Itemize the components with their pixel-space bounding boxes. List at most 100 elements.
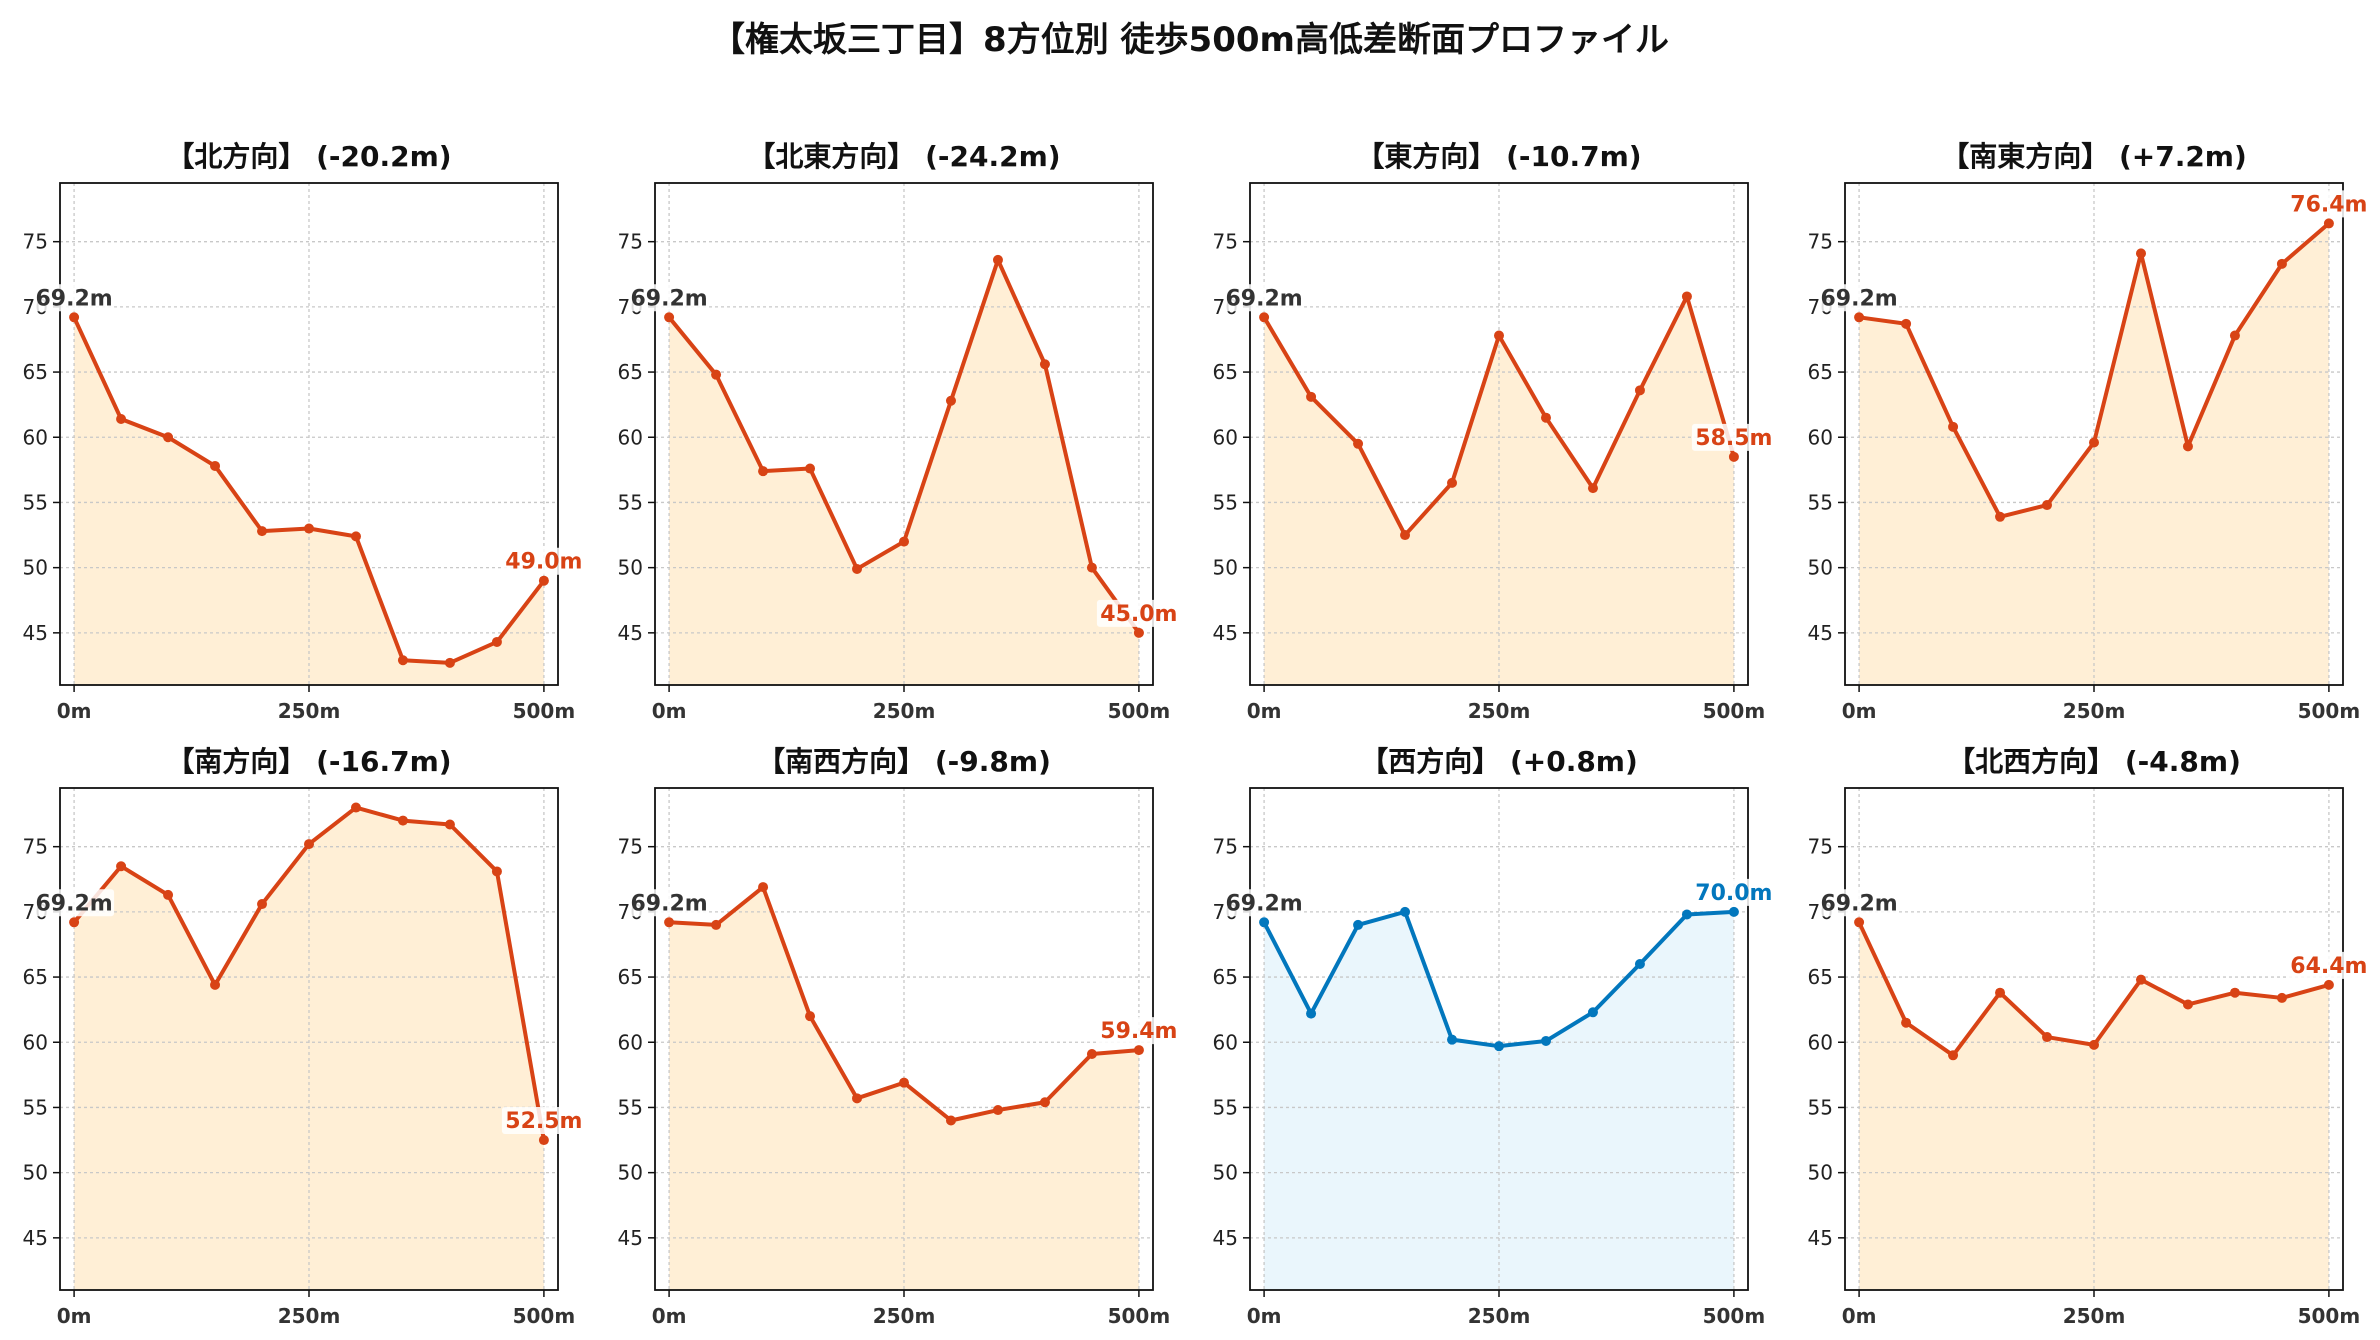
x-tick-label: 0m [1842, 1304, 1877, 1328]
area-fill [669, 259, 1139, 685]
y-tick-label: 65 [23, 360, 48, 384]
y-tick-label: 45 [618, 1226, 643, 1250]
end-label-bg [1691, 878, 1776, 906]
y-tick-label: 60 [1808, 1030, 1833, 1054]
data-point [304, 523, 314, 534]
data-point [1306, 1008, 1317, 1019]
start-label: 69.2m [35, 891, 112, 916]
y-tick-label: 55 [1808, 490, 1833, 514]
x-tick-label: 0m [1247, 699, 1282, 723]
x-tick-label: 500m [1703, 699, 1766, 723]
y-tick-label: 60 [1808, 425, 1833, 449]
data-point [69, 312, 80, 323]
y-tick-label: 75 [1213, 835, 1238, 859]
data-point [257, 899, 268, 910]
y-tick-label: 75 [23, 835, 48, 859]
panel-7: 455055606570750m250m500m【北西方向】 (-4.8m)69… [1808, 745, 2371, 1328]
x-tick-label: 250m [2063, 1304, 2126, 1328]
data-point [1995, 987, 2006, 998]
start-label: 69.2m [35, 286, 112, 311]
start-label-bg [1819, 889, 1900, 917]
y-tick-label: 60 [1213, 1030, 1238, 1054]
y-tick-label: 60 [618, 425, 643, 449]
data-point [1494, 330, 1504, 341]
y-tick-label: 45 [1213, 621, 1238, 645]
data-point [397, 655, 408, 666]
data-point [116, 861, 127, 872]
data-point [304, 839, 314, 850]
data-point [992, 254, 1003, 265]
data-point [2042, 1032, 2053, 1043]
data-point [1995, 511, 2006, 522]
data-point [2135, 248, 2146, 259]
data-point [116, 414, 127, 425]
data-point [1086, 1048, 1097, 1059]
data-point [444, 657, 455, 668]
y-tick-label: 50 [618, 556, 643, 580]
data-point [1540, 412, 1551, 423]
data-point [1587, 1007, 1598, 1018]
x-tick-label: 250m [1468, 1304, 1531, 1328]
y-tick-label: 65 [23, 965, 48, 989]
data-point [945, 395, 956, 406]
y-tick-label: 60 [1213, 425, 1238, 449]
data-point [1353, 438, 1364, 449]
data-point [1306, 391, 1317, 402]
data-point [1728, 451, 1739, 462]
data-point [1948, 1050, 1959, 1061]
data-point [2182, 999, 2193, 1010]
end-label-bg [1691, 423, 1776, 451]
y-tick-label: 60 [618, 1030, 643, 1054]
data-point [2229, 987, 2240, 998]
panel-title: 【東方向】 (-10.7m) [1356, 140, 1641, 173]
y-tick-label: 45 [1808, 1226, 1833, 1250]
data-point [2276, 992, 2287, 1003]
data-point [1259, 312, 1270, 323]
data-point [1948, 421, 1959, 432]
x-tick-label: 500m [1108, 1304, 1171, 1328]
panel-title: 【南西方向】 (-9.8m) [757, 745, 1051, 778]
data-point [538, 1135, 549, 1146]
data-point [2182, 441, 2193, 452]
data-point [1634, 385, 1645, 396]
y-tick-label: 45 [1213, 1226, 1238, 1250]
panel-title: 【西方向】 (+0.8m) [1360, 745, 1638, 778]
data-point [2089, 437, 2099, 448]
y-tick-label: 65 [618, 360, 643, 384]
data-point [257, 526, 268, 537]
panel-5: 455055606570750m250m500m【南西方向】 (-9.8m)69… [618, 745, 1181, 1328]
y-tick-label: 60 [23, 1030, 48, 1054]
data-point [2323, 979, 2334, 990]
y-tick-label: 65 [618, 965, 643, 989]
data-point [2042, 500, 2053, 511]
panel-0: 455055606570750m250m500m【北方向】 (-20.2m)69… [23, 140, 586, 723]
start-label-bg [1224, 284, 1305, 312]
start-label: 69.2m [1225, 891, 1302, 916]
y-tick-label: 55 [23, 1095, 48, 1119]
x-tick-label: 0m [652, 1304, 687, 1328]
x-tick-label: 0m [57, 1304, 92, 1328]
x-tick-label: 250m [873, 699, 936, 723]
y-tick-label: 55 [1808, 1095, 1833, 1119]
data-point [758, 466, 769, 477]
end-label: 76.4m [2290, 192, 2367, 217]
x-tick-label: 250m [2063, 699, 2126, 723]
x-tick-label: 0m [57, 699, 92, 723]
x-tick-label: 500m [2298, 1304, 2361, 1328]
panel-title: 【南方向】 (-16.7m) [166, 745, 451, 778]
start-label-bg [629, 284, 710, 312]
data-point [1259, 917, 1270, 928]
data-point [711, 919, 722, 930]
start-label: 69.2m [630, 286, 707, 311]
x-tick-label: 250m [278, 699, 341, 723]
data-point [758, 882, 769, 893]
y-tick-label: 75 [1213, 230, 1238, 254]
x-tick-label: 250m [873, 1304, 936, 1328]
panel-title: 【北東方向】 (-24.2m) [747, 140, 1060, 173]
data-point [1086, 562, 1097, 573]
y-tick-label: 60 [23, 425, 48, 449]
start-label: 69.2m [630, 891, 707, 916]
figure-title: 【権太坂三丁目】8方位別 徒歩500m高低差断面プロファイル [711, 20, 1669, 60]
start-label-bg [629, 889, 710, 917]
